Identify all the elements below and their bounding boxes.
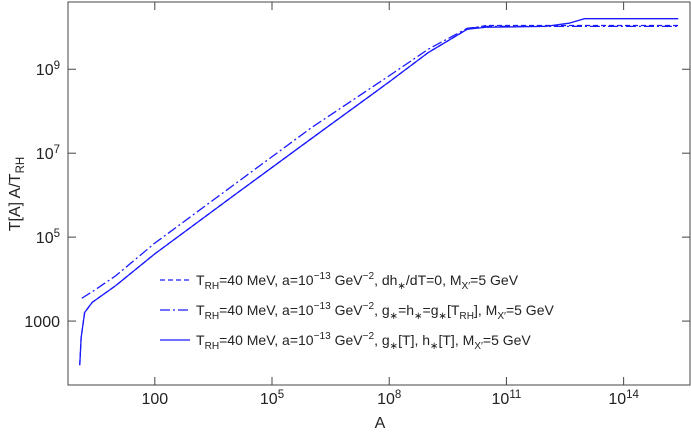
- y-tick-label: 1000: [24, 314, 60, 331]
- y-axis-label: T[A] A/TRH: [7, 157, 27, 231]
- y-tick-label: 105: [36, 228, 60, 247]
- series-line: [79, 18, 679, 366]
- legend-label: TRH=40 MeV, a=10−13 GeV−2, g∗=h∗=g∗[TRH]…: [196, 301, 554, 322]
- series-line: [81, 25, 679, 299]
- y-tick-label: 107: [36, 144, 60, 163]
- legend-label: TRH=40 MeV, a=10−13 GeV−2, g∗[T], h∗[T],…: [196, 331, 531, 352]
- legend-label: TRH=40 MeV, a=10−13 GeV−2, dh∗/dT=0, MX′…: [196, 271, 519, 292]
- x-tick-label: 100: [141, 391, 168, 408]
- x-axis-label: A: [375, 415, 386, 432]
- plot-frame: [67, 1, 691, 386]
- x-tick-label: 105: [260, 389, 284, 408]
- x-tick-label: 1011: [492, 389, 522, 408]
- x-tick-label: 1014: [608, 389, 639, 408]
- x-tick-label: 108: [377, 389, 401, 408]
- y-tick-label: 109: [36, 60, 60, 79]
